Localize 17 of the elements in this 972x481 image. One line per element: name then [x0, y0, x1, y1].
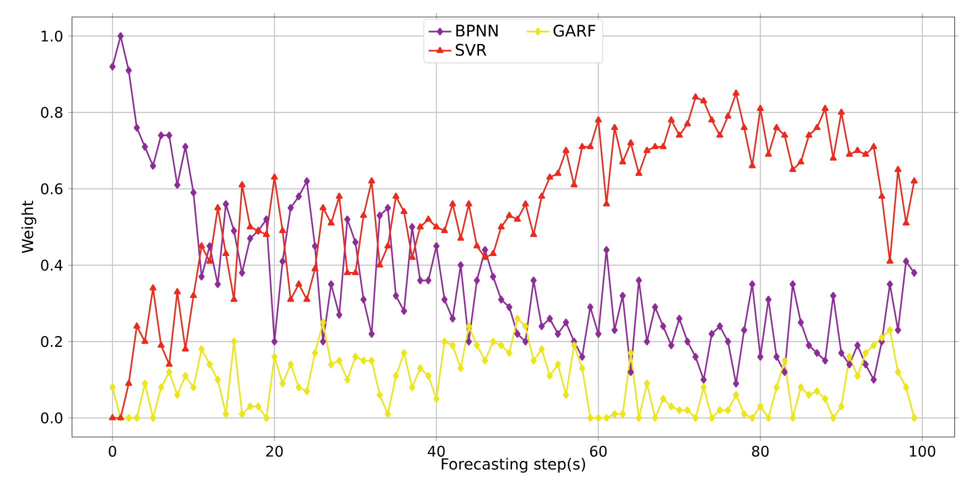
x-tick-label: 100	[910, 446, 936, 457]
x-tick-label: 60	[590, 446, 607, 457]
y-tick-label: 1.0	[42, 30, 62, 42]
y-axis-title: Weight	[21, 200, 36, 254]
x-axis-title: Forecasting step(s)	[442, 458, 586, 473]
y-tick-label: 0.4	[41, 260, 63, 271]
legend-label: BPNN	[456, 24, 498, 36]
x-tick-label: 20	[266, 446, 283, 457]
x-tick-label: 80	[752, 446, 769, 457]
y-tick-label: 0.8	[41, 106, 62, 118]
y-tick-label: 0.6	[41, 183, 62, 194]
legend-label: GARF	[554, 24, 596, 37]
y-tick-label: 0.2	[41, 336, 62, 348]
x-tick-label: 0	[108, 446, 116, 457]
x-tick-label: 40	[428, 446, 445, 457]
legend-label: SVR	[456, 44, 486, 56]
y-tick-label: 0.0	[41, 412, 62, 424]
